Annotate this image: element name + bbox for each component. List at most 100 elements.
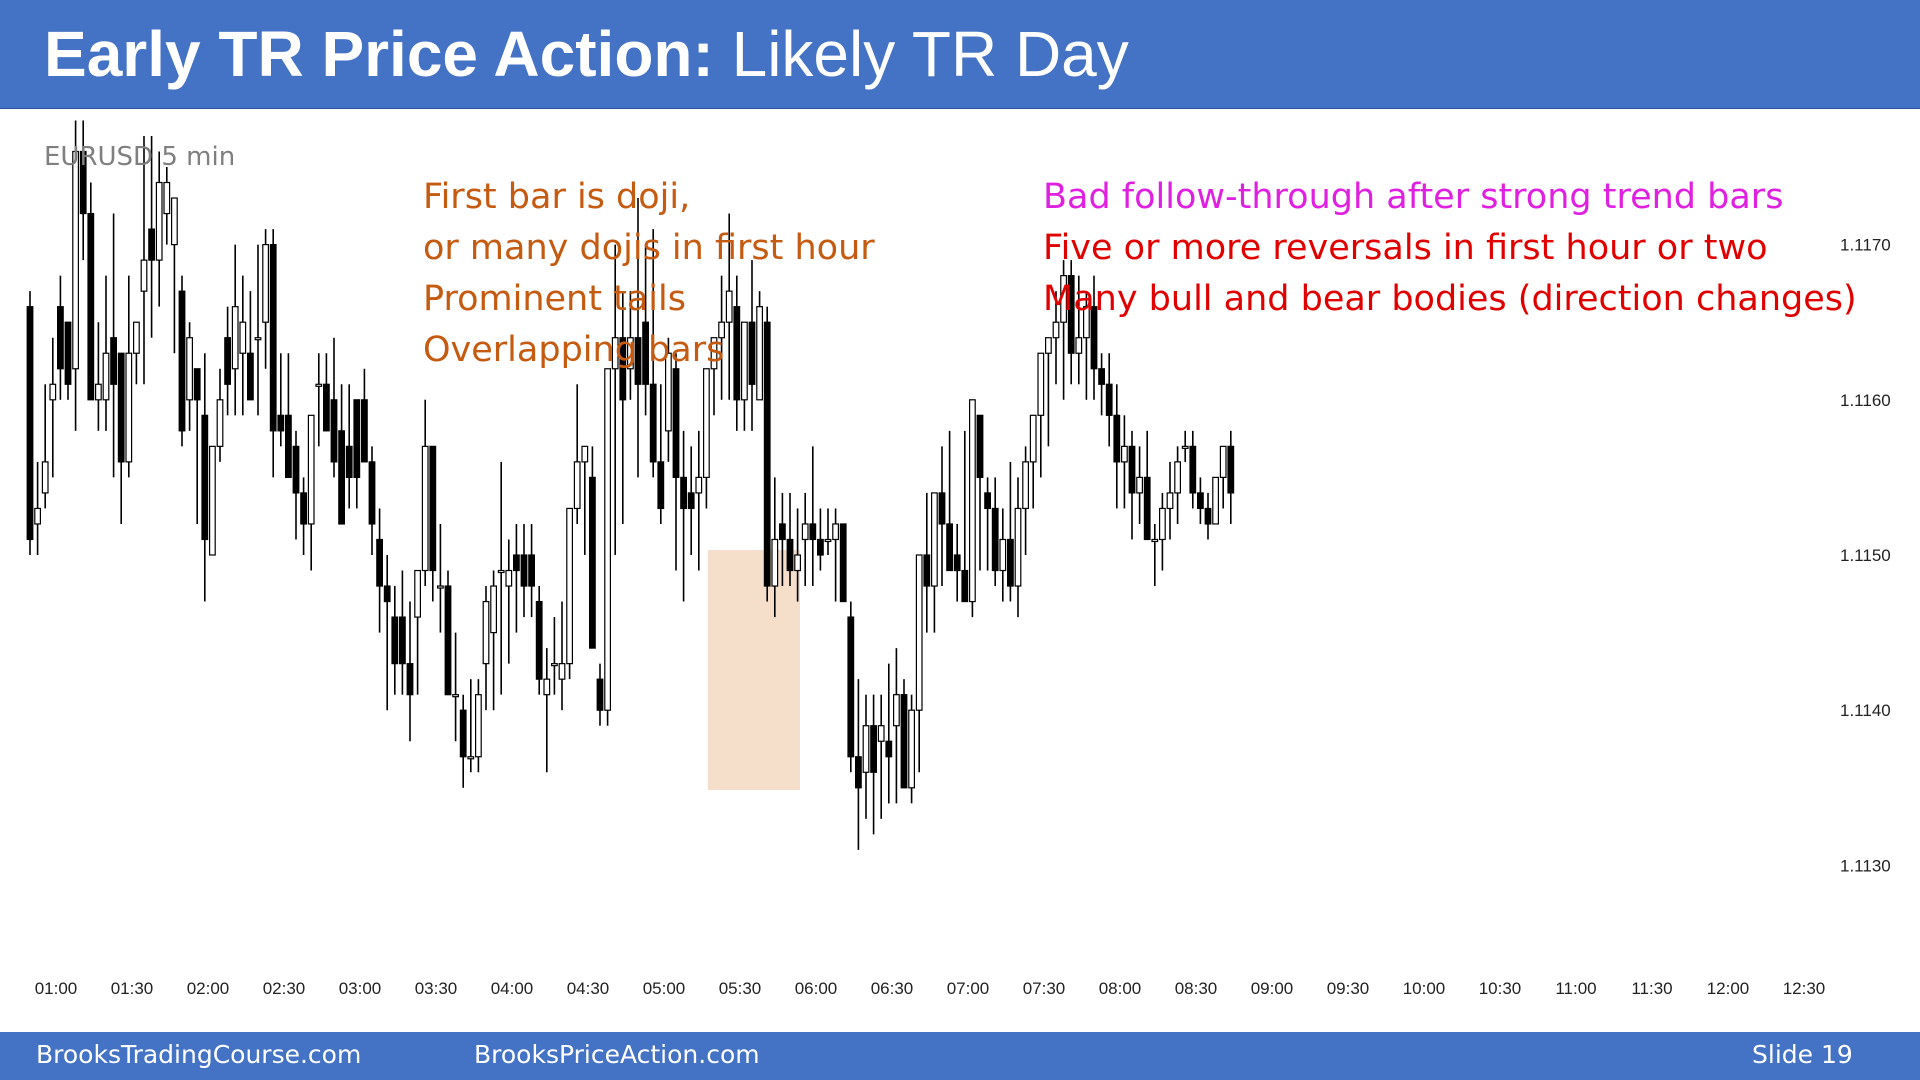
candle	[976, 414, 984, 571]
candle-body	[877, 725, 885, 742]
candle	[1075, 275, 1083, 385]
candle	[1044, 337, 1052, 447]
candle	[550, 617, 558, 695]
candle	[201, 353, 209, 602]
candle	[1006, 461, 1014, 602]
annotation-line: or many dojis in first hour	[423, 228, 875, 268]
candle	[391, 586, 399, 695]
candle-body	[140, 259, 148, 292]
candle	[657, 384, 665, 524]
footer-left-link[interactable]: BrooksTradingCourse.com	[36, 1040, 362, 1069]
x-tick-label: 01:30	[111, 979, 154, 998]
candle-body	[626, 337, 634, 370]
candle-body	[1204, 507, 1212, 525]
candle-body	[300, 492, 307, 525]
candle-body	[216, 399, 224, 447]
x-tick-label: 11:30	[1631, 979, 1672, 998]
candle	[117, 352, 125, 524]
candle-body	[414, 569, 421, 618]
candle-body	[657, 461, 665, 510]
candle-body	[1022, 461, 1029, 510]
candle	[178, 275, 186, 447]
candle-body	[642, 321, 649, 385]
candle-body	[56, 306, 64, 370]
candle	[535, 586, 543, 695]
candle-body	[687, 492, 695, 510]
x-tick-label: 10:30	[1479, 979, 1522, 998]
candle-body	[231, 306, 239, 370]
candle-body	[72, 150, 80, 370]
candle	[634, 198, 642, 478]
candle	[399, 570, 406, 695]
candle	[429, 445, 437, 602]
candle	[1128, 430, 1136, 540]
annotation-line: First bar is doji,	[423, 177, 691, 217]
candle-body	[740, 321, 748, 401]
candle	[794, 508, 801, 602]
annotation-line: Prominent tails	[423, 279, 686, 319]
slide-number: Slide 19	[1752, 1040, 1853, 1069]
x-tick-label: 12:30	[1783, 979, 1826, 998]
y-tick-label: 1.1160	[1840, 391, 1891, 410]
candle-body	[634, 337, 642, 385]
candle	[642, 244, 649, 416]
x-tick-label: 09:30	[1327, 979, 1370, 998]
candle-body	[490, 585, 497, 634]
candle-body	[1006, 538, 1014, 587]
candle-body	[976, 414, 984, 479]
candle-body	[1212, 476, 1220, 525]
candle-body	[26, 306, 34, 541]
candle	[262, 229, 269, 369]
candle	[619, 291, 627, 524]
candle	[680, 430, 687, 602]
x-tick-label: 07:30	[1023, 979, 1066, 998]
candle	[1120, 415, 1128, 509]
candle	[870, 694, 877, 835]
candle	[961, 430, 969, 603]
candle-body	[505, 569, 513, 587]
highlight-region	[708, 550, 800, 790]
candle-body	[566, 507, 573, 665]
candle	[923, 492, 931, 633]
candle	[778, 492, 786, 587]
candle-body	[543, 678, 551, 696]
candle-body	[778, 523, 786, 541]
footer-center-link[interactable]: BrooksPriceAction.com	[474, 1040, 760, 1069]
candle	[1212, 476, 1220, 525]
candle-body	[193, 368, 201, 401]
candles-group	[26, 120, 1235, 850]
candle-body	[528, 554, 535, 587]
annotation-line: Five or more reversals in first hour or …	[1043, 228, 1768, 268]
candle	[854, 679, 862, 850]
candle-body	[946, 523, 953, 572]
candle-body	[34, 507, 41, 525]
x-tick-label: 05:30	[719, 979, 762, 998]
candle	[94, 322, 102, 431]
candle	[475, 679, 482, 773]
candle-body	[991, 507, 999, 572]
candle	[140, 135, 148, 385]
candle	[307, 414, 315, 571]
candle	[1227, 430, 1235, 524]
candle	[1098, 353, 1106, 416]
candle-body	[611, 337, 619, 370]
annotations-left: First bar is doji, or many dojis in firs…	[423, 172, 875, 376]
candle	[816, 508, 824, 571]
x-tick-label: 03:30	[415, 979, 458, 998]
candle	[186, 322, 194, 431]
candle-body	[117, 352, 125, 463]
candle-body	[1158, 507, 1166, 541]
candle-body	[718, 321, 725, 339]
candle-body	[1105, 383, 1113, 416]
candle-body	[315, 383, 323, 387]
candle	[459, 694, 467, 788]
candle	[1196, 477, 1204, 524]
candle-body	[1044, 337, 1052, 354]
candle	[900, 679, 908, 789]
candle-body	[1166, 492, 1174, 510]
candle-body	[923, 554, 931, 587]
candle	[437, 523, 444, 633]
candle-body	[391, 616, 399, 665]
candle-body	[786, 538, 794, 572]
candle	[512, 523, 520, 633]
